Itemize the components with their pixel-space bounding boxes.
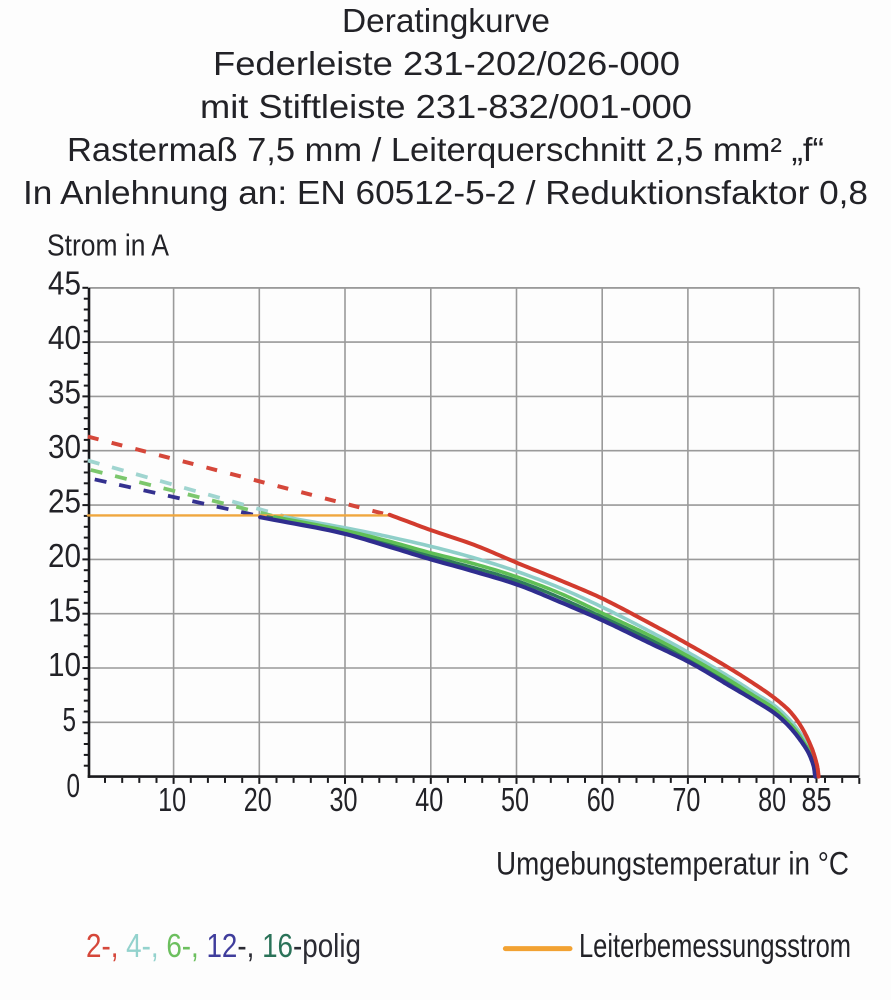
svg-text:35: 35 [48, 374, 81, 411]
svg-text:40: 40 [48, 319, 81, 356]
svg-text:5: 5 [63, 701, 77, 738]
svg-text:Umgebungstemperatur in °C: Umgebungstemperatur in °C [496, 846, 849, 882]
svg-text:60: 60 [587, 781, 615, 818]
svg-text:mit Stiftleiste 231-832/001-00: mit Stiftleiste 231-832/001-000 [200, 88, 692, 125]
svg-text:80: 80 [758, 781, 786, 818]
svg-text:85: 85 [802, 781, 832, 818]
svg-text:15: 15 [48, 592, 81, 629]
svg-text:70: 70 [672, 781, 700, 818]
svg-text:30: 30 [48, 428, 81, 465]
svg-text:0: 0 [67, 767, 81, 804]
svg-text:25: 25 [48, 483, 81, 520]
svg-text:50: 50 [501, 781, 529, 818]
svg-text:20: 20 [48, 537, 81, 574]
svg-text:2-, 4-, 6-, 12-, 16-polig: 2-, 4-, 6-, 12-, 16-polig [86, 927, 361, 964]
svg-text:Strom in A: Strom in A [47, 228, 169, 263]
svg-text:Rastermaß 7,5 mm / Leiterquers: Rastermaß 7,5 mm / Leiterquerschnitt 2,5… [67, 131, 824, 168]
svg-text:10: 10 [158, 781, 186, 818]
svg-text:10: 10 [48, 646, 81, 683]
svg-text:20: 20 [244, 781, 272, 818]
svg-text:40: 40 [415, 781, 443, 818]
svg-text:Federleiste 231-202/026-000: Federleiste 231-202/026-000 [213, 45, 680, 82]
svg-text:30: 30 [330, 781, 358, 818]
svg-text:Deratingkurve: Deratingkurve [342, 2, 550, 39]
svg-text:45: 45 [48, 264, 81, 301]
svg-text:In Anlehnung an: EN 60512-5-2: In Anlehnung an: EN 60512-5-2 / Reduktio… [23, 174, 868, 211]
svg-text:Leiterbemessungsstrom: Leiterbemessungsstrom [579, 927, 851, 964]
